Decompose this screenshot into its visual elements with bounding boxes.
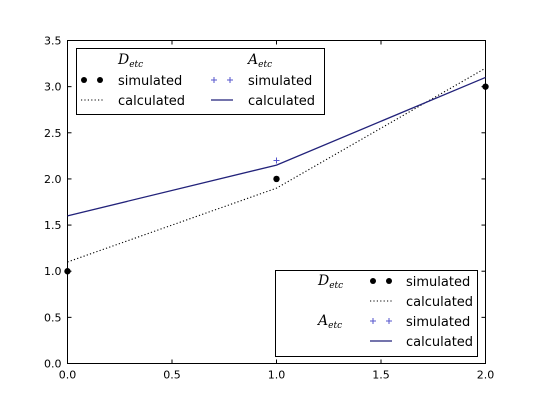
legend-label: calculated [118,94,185,109]
y-tick-label: 0.0 [44,358,62,371]
legend-label: simulated [248,74,312,89]
legend-sample [81,77,87,83]
legend-label: simulated [406,315,470,330]
x-tick-label: 1.5 [372,369,390,382]
legend-sample [227,77,233,83]
axis-ticks: 0.0 0.5 1.0 1.5 2.0 0.0 0.5 1.0 1.5 2.0 2.5 3.0 3.5 [44,35,494,382]
d-etc-simulated-point [482,83,489,90]
legends-layer: DetcsimulatedcalculatedAetcsimulatedcalc… [76,48,478,357]
y-tick-label: 3.0 [44,81,62,94]
a-etc-calculated-line [67,76,486,217]
legend-sample [386,318,392,324]
legend-label: simulated [406,275,470,290]
x-tick-label: 1.0 [268,369,286,382]
legend-label: calculated [406,295,473,310]
d-etc-simulated-point [273,175,280,183]
legend-sample [211,77,217,83]
d-etc-calculated-line [67,67,486,263]
legend-sample [386,278,392,284]
x-tick-label: 2.0 [477,369,495,382]
x-tick-label: 0.5 [163,369,181,382]
y-tick-label: 1.5 [44,219,62,232]
legend-box [76,48,325,115]
legend-sample [370,278,376,284]
y-tick-label: 3.5 [44,35,62,48]
legend-sample [370,318,376,324]
legend-label: simulated [118,74,182,89]
x-tick-label: 0.0 [59,369,77,382]
legend-label: calculated [406,335,473,350]
d-etc-simulated-point [64,268,71,275]
y-tick-label: 0.5 [44,311,62,324]
legend-upper-left: DetcsimulatedcalculatedAetcsimulatedcalc… [76,48,325,115]
series-layer [64,67,489,275]
y-tick-label: 2.0 [44,173,62,186]
a-etc-simulated-point [273,157,280,164]
y-tick-label: 2.5 [44,127,62,140]
legend-sample [97,77,103,83]
legend-box [275,270,478,357]
legend-label: calculated [248,94,315,109]
y-tick-label: 1.0 [44,265,62,278]
